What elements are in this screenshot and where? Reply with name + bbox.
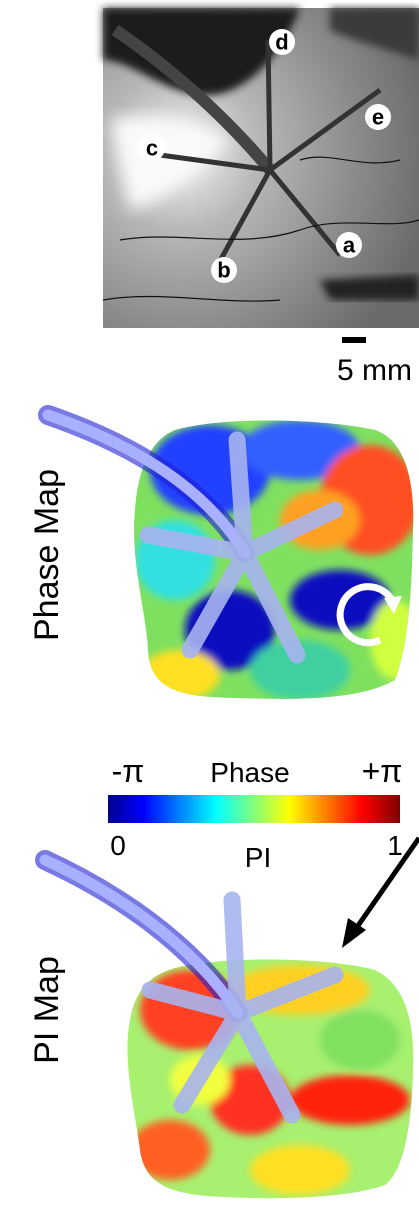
colorbar-label: +π — [362, 753, 403, 789]
photo-label: d — [275, 30, 288, 55]
scale-bar — [342, 337, 366, 343]
annotation-arrow — [352, 836, 419, 932]
label-bg — [211, 257, 237, 283]
colorbar: -π Phase +π 0 PI 1 — [108, 753, 403, 873]
catheter — [35, 850, 344, 1124]
label-bg — [139, 135, 165, 161]
colorbar-gradient — [108, 795, 400, 823]
photo-panel: d e c a b 5 mm — [102, 8, 419, 387]
photo-label: e — [372, 105, 384, 130]
label-bg — [365, 104, 391, 130]
label-bg — [269, 29, 295, 55]
dark-region — [103, 8, 300, 96]
scale-bar-label: 5 mm — [337, 354, 412, 387]
colorbar-label: PI — [245, 842, 271, 873]
rotation-arrowhead — [384, 596, 402, 614]
pi-map-panel: PI Map — [28, 836, 419, 1199]
dark-region — [330, 8, 419, 60]
phase-map — [134, 420, 414, 699]
catheter — [38, 405, 344, 664]
colorbar-label: 1 — [387, 830, 403, 861]
panel-title: Phase Map — [28, 469, 66, 641]
dark-region — [320, 275, 419, 300]
panel-title: PI Map — [28, 956, 66, 1064]
label-bg — [336, 232, 362, 258]
catheter-arms — [111, 25, 382, 272]
bright-region — [110, 116, 230, 210]
photo-label: c — [146, 136, 158, 161]
phase-map-panel: Phase Map — [28, 405, 414, 699]
rotation-arrow — [336, 583, 395, 647]
colorbar-label: -π — [112, 753, 145, 789]
annotation-arrowhead — [342, 918, 366, 948]
photo-label: a — [343, 233, 356, 258]
colorbar-label: Phase — [210, 757, 289, 788]
photo-label: b — [217, 258, 230, 283]
contours — [102, 156, 419, 302]
photo-labels: d e c a b — [139, 29, 391, 283]
colorbar-label: 0 — [110, 830, 126, 861]
